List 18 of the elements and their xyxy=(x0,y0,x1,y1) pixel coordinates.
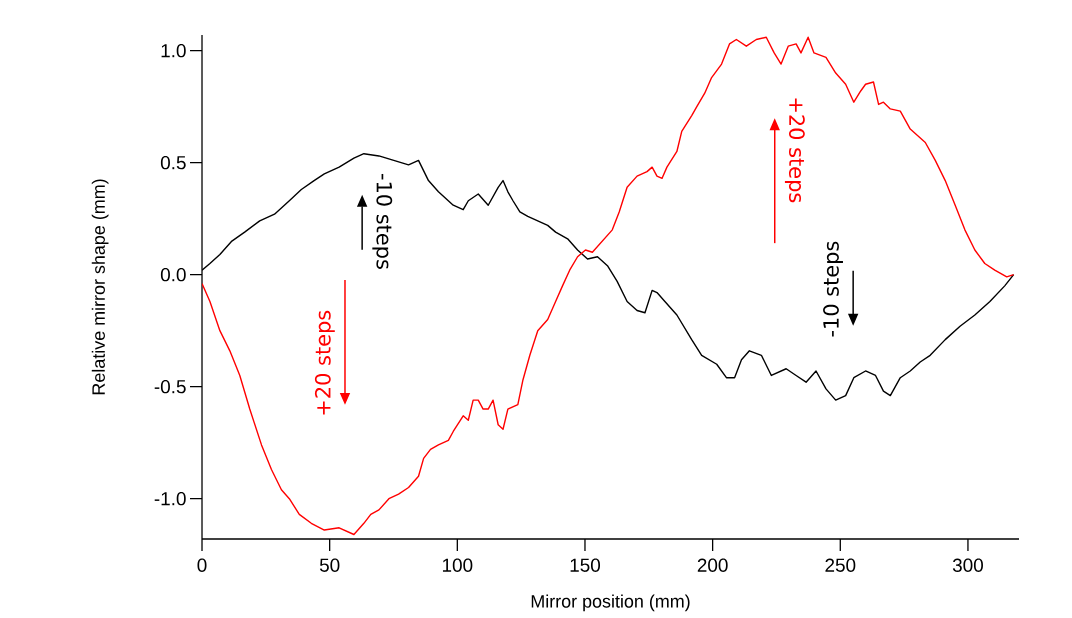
x-tick-label: 250 xyxy=(825,558,856,572)
x-tick-label: 50 xyxy=(319,558,340,572)
annotation: +20 steps xyxy=(314,310,335,415)
y-axis-title: Relative mirror shape (mm) xyxy=(91,179,109,395)
y-tick-label: 0.0 xyxy=(160,267,186,282)
y-tick-label: -1.0 xyxy=(154,491,186,506)
y-tick-label: 0.5 xyxy=(160,155,186,170)
y-tick-label: 1.0 xyxy=(161,43,186,58)
x-tick-label: 150 xyxy=(570,558,601,572)
y-tick-label: -0.5 xyxy=(154,379,186,394)
annotation: +20 steps xyxy=(784,98,805,203)
x-tick-label: 200 xyxy=(697,558,728,572)
x-tick-label: 100 xyxy=(442,558,473,572)
x-tick-label: 0 xyxy=(197,558,207,572)
x-tick-label: 300 xyxy=(952,558,983,572)
x-axis-title: Mirror position (mm) xyxy=(531,594,690,612)
annotation: -10 steps xyxy=(823,241,843,337)
annotation: -10 steps xyxy=(372,173,393,269)
